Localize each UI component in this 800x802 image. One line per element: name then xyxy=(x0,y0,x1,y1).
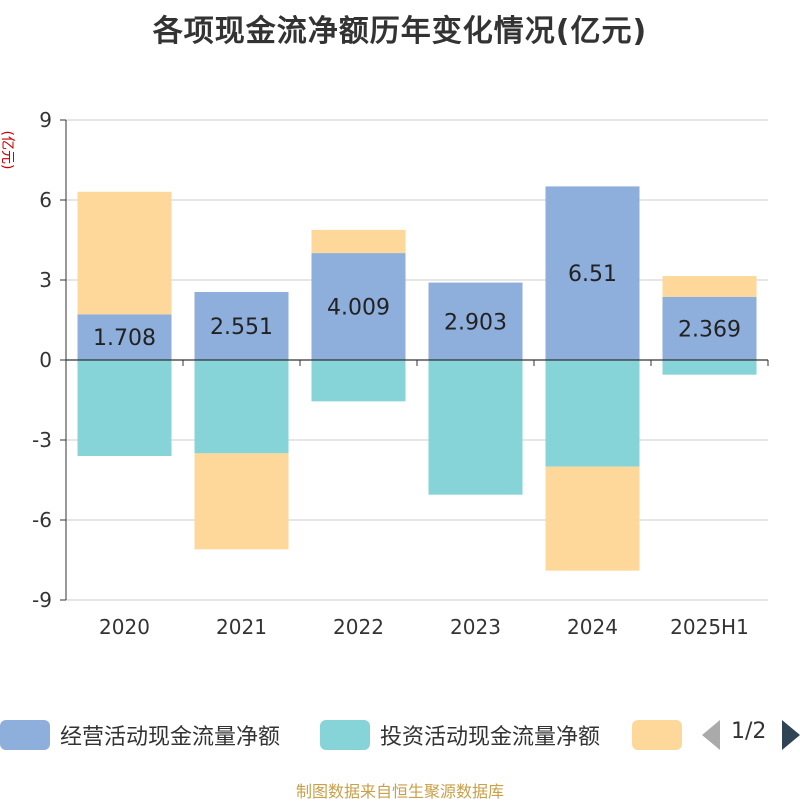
bar-series2-2023 xyxy=(428,360,523,495)
legend-swatch-investing xyxy=(320,720,370,750)
bar-data-label: 1.708 xyxy=(93,326,156,351)
bar-series2-2021 xyxy=(194,360,289,454)
chart-canvas: 9 6 3 0 -3 -6 -9 1.708 2.551 4.009 2.903 6.51 2.369 2… xyxy=(32,108,769,639)
x-tick-label: 2022 xyxy=(333,615,384,639)
x-tick-label: 2020 xyxy=(99,615,150,639)
bar-data-label: 2.551 xyxy=(210,315,273,340)
legend-page-indicator: 1/2 xyxy=(731,719,767,744)
bar-data-label: 6.51 xyxy=(568,262,617,287)
bar-data-label: 4.009 xyxy=(327,296,390,321)
y-tick-label: -9 xyxy=(32,588,52,612)
legend: 经营活动现金流量净额 投资活动现金流量净额 xyxy=(0,716,800,756)
bar-series2-2022 xyxy=(311,360,406,402)
bar-series1-2022 xyxy=(311,253,406,360)
data-source-note: 制图数据来自恒生聚源数据库 xyxy=(295,782,504,801)
legend-swatch-operating xyxy=(0,720,50,750)
y-tick-label: -3 xyxy=(32,428,52,452)
legend-next-page-icon[interactable] xyxy=(782,720,800,750)
legend-label-investing: 投资活动现金流量净额 xyxy=(380,725,601,750)
legend-prev-page-icon[interactable] xyxy=(702,720,720,750)
x-tick-label: 2024 xyxy=(567,615,618,639)
y-tick-label: 6 xyxy=(39,188,52,212)
bar-series1-2020 xyxy=(77,314,172,360)
bar-series3-2020 xyxy=(77,191,172,315)
bar-series3-2021 xyxy=(194,453,289,550)
bar-series1-2025H1 xyxy=(662,296,757,360)
x-tick-label: 2021 xyxy=(216,615,267,639)
bar-data-label: 2.369 xyxy=(678,317,741,342)
y-tick-label: 0 xyxy=(39,348,52,372)
y-tick-label: -6 xyxy=(32,508,52,532)
bar-series3-2025H1 xyxy=(662,276,757,297)
bar-series1-2024 xyxy=(545,186,640,360)
y-tick-label: 9 xyxy=(39,108,52,132)
legend-swatch-financing xyxy=(632,720,682,750)
bar-data-label: 2.903 xyxy=(444,310,507,335)
bar-series1-2021 xyxy=(194,291,289,360)
y-tick-label: 3 xyxy=(39,268,52,292)
chart-title: 各项现金流净额历年变化情况(亿元) xyxy=(152,14,648,49)
bar-series2-2024 xyxy=(545,360,640,467)
bar-series2-2025H1 xyxy=(662,360,757,375)
legend-label-operating: 经营活动现金流量净额 xyxy=(60,725,281,750)
bar-series3-2024 xyxy=(545,466,640,571)
x-tick-label: 2025H1 xyxy=(670,615,749,639)
bar-series2-2020 xyxy=(77,360,172,456)
bar-series3-2022 xyxy=(311,229,406,254)
bar-series1-2023 xyxy=(428,282,523,360)
x-tick-label: 2023 xyxy=(450,615,501,639)
